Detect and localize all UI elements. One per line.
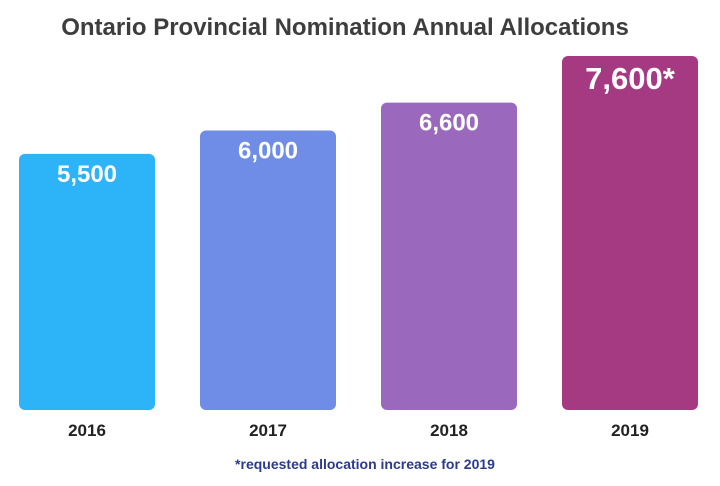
bar-2018 (381, 102, 517, 410)
x-tick-2018: 2018 (430, 421, 468, 440)
bars-group (19, 56, 698, 411)
bar-2016 (19, 153, 155, 410)
bar-2017 (200, 130, 336, 411)
value-label-2016: 5,500 (57, 161, 117, 188)
value-label-2017: 6,000 (238, 138, 298, 165)
x-tick-2016: 2016 (68, 421, 106, 440)
x-tick-2019: 2019 (611, 421, 649, 440)
x-tick-2017: 2017 (249, 421, 287, 440)
bar-2019 (562, 56, 698, 410)
value-labels-group: 5,500 6,000 6,600 7,600* (57, 61, 676, 188)
value-label-2018: 6,600 (419, 110, 479, 137)
chart-title: Ontario Provincial Nomination Annual All… (61, 14, 629, 41)
footnote: *requested allocation increase for 2019 (235, 456, 495, 472)
value-label-2019: 7,600* (585, 61, 676, 96)
x-tick-labels-group: 2016 2017 2018 2019 (68, 421, 649, 440)
